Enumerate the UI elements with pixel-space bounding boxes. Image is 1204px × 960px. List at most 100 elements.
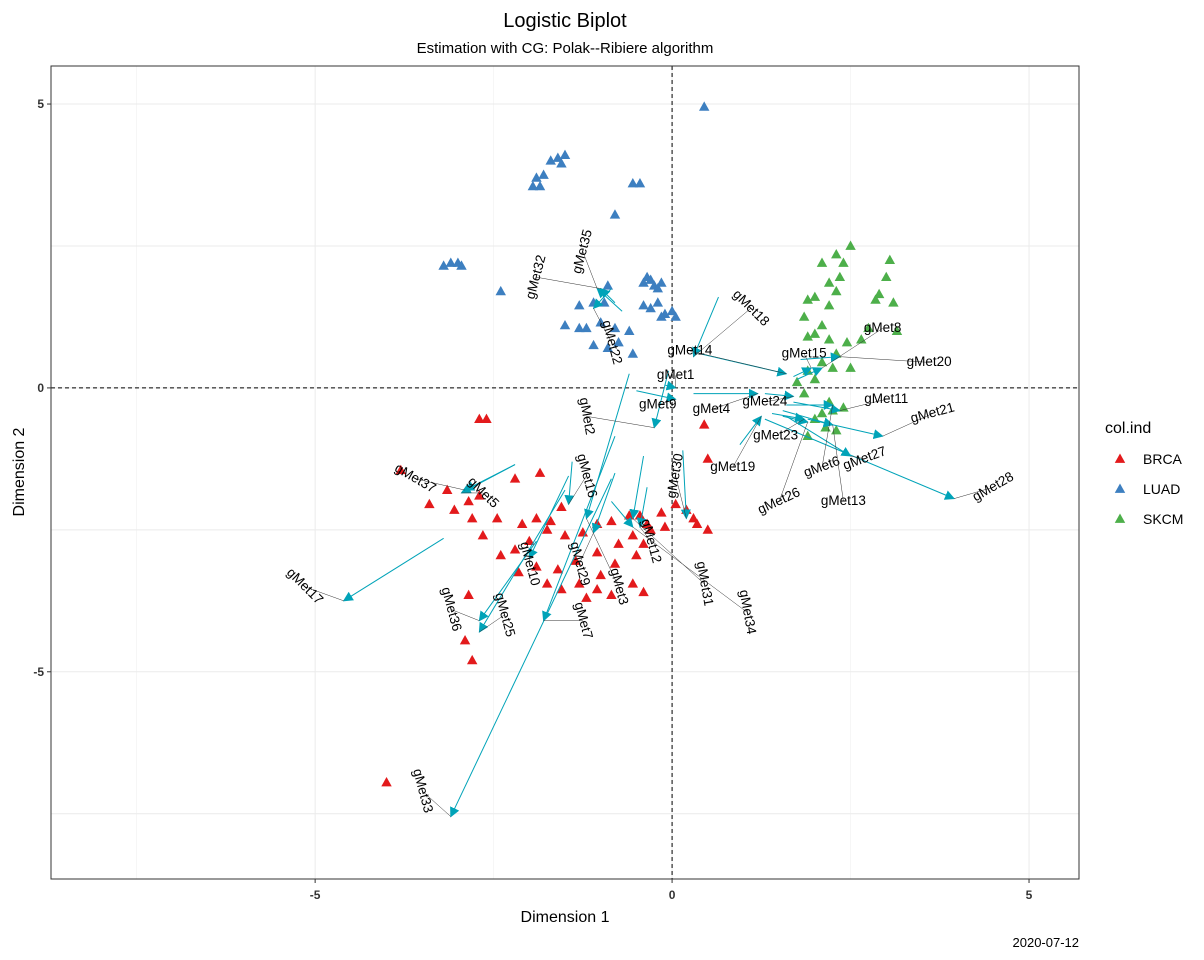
chart-caption: 2020-07-12 bbox=[1013, 935, 1080, 950]
variable-arrow-gmet30 bbox=[680, 450, 691, 520]
variable-arrow-gmet7 bbox=[542, 435, 616, 622]
variable-label-gmet28: gMet28 bbox=[970, 469, 1016, 505]
variable-arrow-gmet18 bbox=[692, 296, 719, 358]
data-point-brca bbox=[659, 521, 671, 531]
data-point-skcm bbox=[834, 271, 846, 282]
x-tick-label: -5 bbox=[310, 888, 321, 902]
data-point-brca bbox=[441, 484, 453, 494]
variable-label-leader bbox=[422, 790, 451, 817]
data-point-luad bbox=[638, 277, 649, 287]
variable-label-gmet34: gMet34 bbox=[737, 589, 760, 636]
data-point-brca bbox=[581, 592, 592, 602]
variable-label-leader bbox=[586, 416, 655, 428]
variable-label-gmet32: gMet32 bbox=[522, 253, 548, 300]
variable-arrow-gmet34 bbox=[611, 501, 634, 528]
data-point-skcm bbox=[838, 257, 849, 267]
data-point-brca bbox=[474, 490, 485, 500]
data-point-brca bbox=[509, 544, 521, 554]
data-point-skcm bbox=[809, 373, 821, 384]
data-point-luad bbox=[609, 322, 621, 333]
variable-label-gmet4: gMet4 bbox=[693, 401, 731, 416]
data-point-luad bbox=[602, 342, 614, 353]
data-point-brca bbox=[481, 413, 492, 423]
data-point-skcm bbox=[823, 334, 835, 344]
data-point-skcm bbox=[841, 336, 853, 347]
variable-arrow-gmet20 bbox=[800, 352, 841, 363]
data-point-skcm bbox=[856, 334, 867, 344]
variable-label-gmet31: gMet31 bbox=[694, 560, 717, 607]
legend-label-skcm: SKCM bbox=[1143, 511, 1183, 527]
variable-arrow-gmet17 bbox=[342, 537, 444, 602]
data-point-luad bbox=[538, 169, 549, 179]
data-point-brca bbox=[702, 453, 714, 463]
x-tick-label: 0 bbox=[669, 888, 676, 902]
x-tick-label: 5 bbox=[1026, 888, 1033, 902]
variable-arrow-gmet29 bbox=[591, 472, 616, 534]
variable-label-leader bbox=[693, 308, 751, 357]
data-point-skcm bbox=[891, 325, 903, 335]
variable-label-leader bbox=[732, 416, 762, 468]
data-point-brca bbox=[495, 549, 506, 560]
data-point-skcm bbox=[831, 285, 842, 296]
legend-key-brca bbox=[1114, 453, 1126, 463]
panel-border bbox=[50, 65, 1080, 880]
data-point-brca bbox=[531, 512, 542, 523]
data-point-skcm bbox=[802, 430, 813, 441]
data-point-brca bbox=[556, 501, 567, 511]
legend-label-brca: BRCA bbox=[1143, 451, 1183, 467]
data-point-luad bbox=[456, 260, 467, 270]
variable-arrow-gmet24 bbox=[764, 390, 795, 401]
variable-labels: gMet1gMet2gMet3gMet4gMet5gMet6gMet7gMet8… bbox=[284, 228, 1016, 817]
data-point-luad bbox=[527, 180, 539, 191]
data-point-brca bbox=[613, 538, 624, 548]
chart-title: Logistic Biplot bbox=[503, 10, 627, 32]
variable-label-gmet24: gMet24 bbox=[742, 394, 788, 409]
data-point-brca bbox=[645, 524, 656, 534]
data-point-brca bbox=[474, 413, 485, 423]
variable-label-gmet13: gMet13 bbox=[821, 493, 866, 508]
variable-arrow-gmet2 bbox=[651, 370, 669, 429]
series-skcm bbox=[791, 240, 903, 441]
data-point-luad bbox=[588, 339, 599, 350]
data-point-skcm bbox=[863, 322, 874, 333]
variable-label-gmet35: gMet35 bbox=[569, 228, 595, 275]
variable-arrow-gmet37 bbox=[464, 464, 516, 491]
variable-label-gmet19: gMet19 bbox=[710, 459, 755, 474]
variable-arrow-gmet35 bbox=[596, 287, 623, 312]
variable-label-leader bbox=[689, 350, 787, 374]
data-point-brca bbox=[491, 512, 503, 523]
variable-label-leader bbox=[304, 586, 344, 602]
variable-label-gmet30: gMet30 bbox=[663, 452, 686, 499]
data-point-luad bbox=[545, 155, 556, 165]
data-point-luad bbox=[666, 305, 678, 316]
data-point-brca bbox=[606, 589, 617, 599]
data-point-brca bbox=[463, 495, 474, 506]
variable-label-gmet3: gMet3 bbox=[607, 566, 631, 606]
data-point-luad bbox=[627, 348, 639, 358]
data-point-luad bbox=[602, 280, 614, 290]
variable-arrow-gmet1 bbox=[664, 380, 677, 391]
data-point-skcm bbox=[888, 297, 899, 307]
data-point-brca bbox=[513, 566, 524, 577]
data-point-brca bbox=[591, 583, 603, 594]
data-point-brca bbox=[656, 507, 667, 517]
variable-label-gmet1: gMet1 bbox=[657, 367, 695, 382]
variable-label-leader bbox=[593, 308, 612, 343]
variable-label-leader bbox=[675, 475, 687, 519]
data-point-luad bbox=[556, 158, 567, 168]
data-point-skcm bbox=[816, 356, 828, 367]
data-point-skcm bbox=[798, 311, 810, 321]
variable-arrow-gmet19 bbox=[739, 415, 762, 445]
data-point-brca bbox=[466, 654, 478, 665]
variable-label-leader bbox=[632, 518, 705, 584]
variable-label-leader bbox=[778, 421, 808, 502]
variable-arrow-gmet15 bbox=[793, 367, 813, 378]
data-point-brca bbox=[595, 569, 606, 580]
variable-arrow-gmet27 bbox=[786, 415, 852, 457]
variable-label-leader bbox=[839, 356, 930, 363]
data-point-luad bbox=[531, 172, 542, 182]
data-point-luad bbox=[574, 300, 585, 310]
data-point-skcm bbox=[827, 362, 838, 372]
data-point-brca bbox=[541, 524, 553, 534]
